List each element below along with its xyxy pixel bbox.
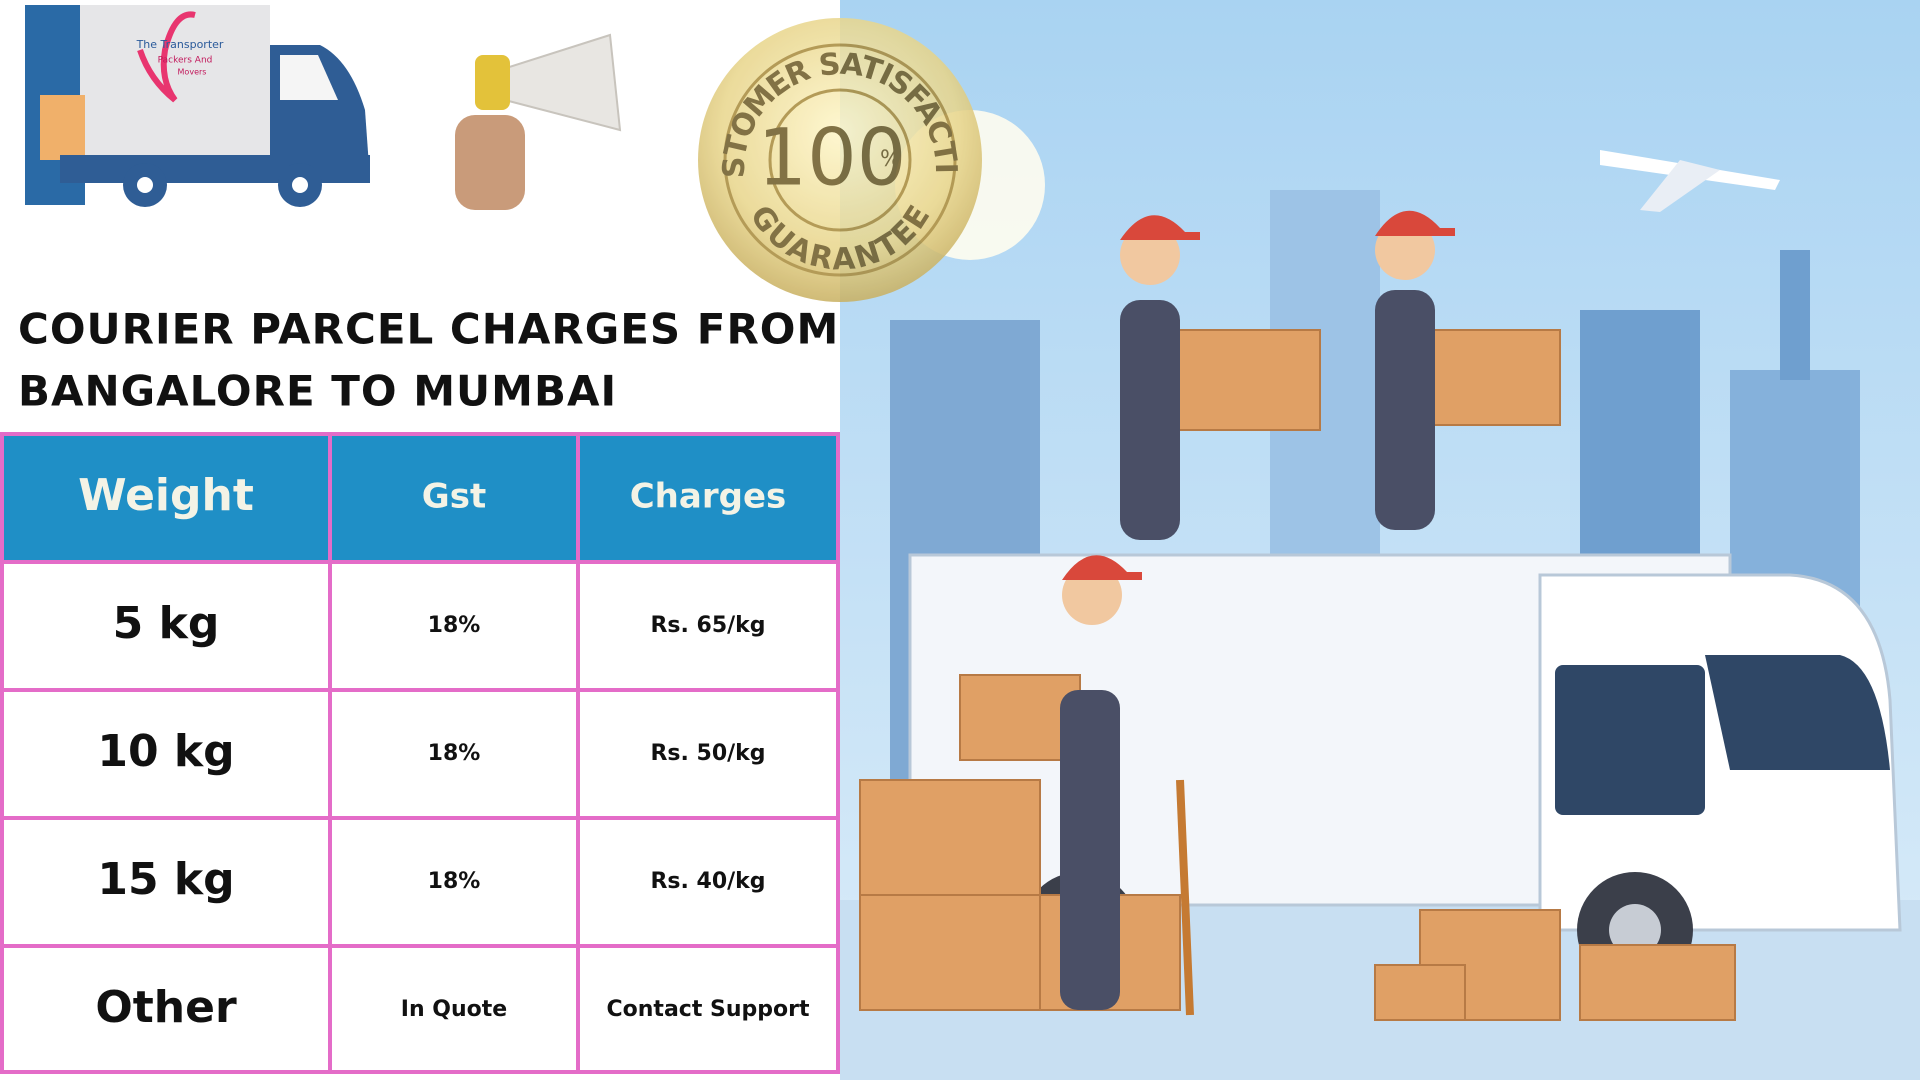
table-cell: In Quote (401, 997, 507, 1022)
table-cell: 15 kg (97, 854, 234, 905)
illustration (840, 0, 1920, 1080)
logo-text: Packers And (158, 56, 213, 66)
logo-truck: The Transporter Packers And Movers (25, 5, 370, 207)
column-header: Charges (630, 477, 787, 517)
badge-unit: % (880, 147, 901, 172)
header-row (2, 434, 838, 562)
logo-text: The Transporter (136, 38, 224, 51)
table-border (0, 432, 840, 1074)
charges-table: Weight Gst Charges 5 kg 18% Rs. 65/kg 10 kg 18%… (0, 432, 840, 1074)
table-cell: Rs. 65/kg (650, 613, 765, 638)
table-cell: Rs. 50/kg (650, 741, 765, 766)
table-cell: 5 kg (113, 598, 220, 649)
title-line: COURIER PARCEL CHARGES FROM (18, 305, 839, 354)
title-line: BANGALORE TO MUMBAI (18, 367, 617, 416)
column-header: Gst (422, 477, 486, 517)
hand-truck (1176, 779, 1194, 1016)
logo-text: Movers (178, 68, 207, 77)
table-cell: 18% (428, 613, 481, 638)
table-cell: 18% (428, 869, 481, 894)
column-header: Weight (78, 470, 254, 521)
badge-number: 100 (758, 113, 907, 203)
title: COURIER PARCEL CHARGES FROM BANGALORE TO … (18, 305, 839, 416)
megaphone (455, 33, 622, 210)
table-cell: Rs. 40/kg (650, 869, 765, 894)
table-cell: Contact Support (607, 997, 810, 1022)
table-cell: Other (95, 982, 237, 1033)
table-cell: 18% (428, 741, 481, 766)
table-cell: 10 kg (97, 726, 234, 777)
